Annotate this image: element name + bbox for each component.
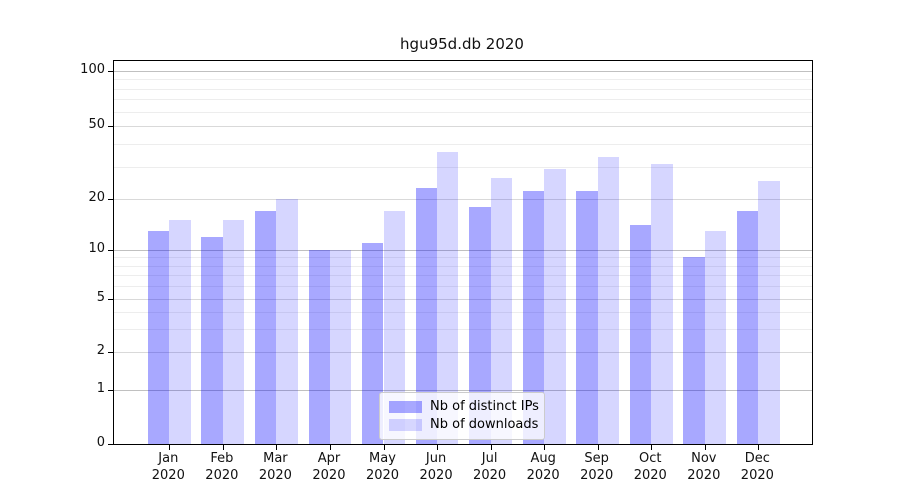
gridline-minor	[114, 286, 812, 288]
gridline	[114, 126, 812, 127]
gridline-minor	[114, 311, 812, 313]
bar-sep-downloads	[597, 156, 620, 444]
x-tick-label: Jan 2020	[151, 451, 185, 483]
bar-mar-ips	[255, 210, 277, 444]
bar-feb-downloads	[222, 220, 245, 444]
bar-jul-downloads	[490, 178, 512, 444]
gridline-minor	[114, 99, 812, 101]
legend-label-downloads: Nb of downloads	[430, 417, 539, 432]
y-tick-label: 1	[96, 381, 105, 396]
x-tick-label: Dec 2020	[740, 451, 774, 483]
y-tick-mark	[108, 199, 113, 200]
bar-nov-downloads	[704, 230, 727, 444]
x-tick-label: Nov 2020	[687, 451, 721, 483]
bar-mar-downloads	[276, 199, 298, 444]
x-tick-mark	[383, 445, 385, 450]
bar-jul-ips	[469, 206, 491, 444]
x-tick-label: May 2020	[365, 451, 400, 483]
x-tick-label: Mar 2020	[258, 451, 292, 483]
y-tick-label: 10	[88, 241, 105, 256]
gridline	[114, 352, 812, 353]
gridline-minor	[114, 88, 812, 90]
gridline	[114, 199, 812, 200]
x-tick-label: Sep 2020	[580, 451, 614, 483]
bar-oct-ips	[629, 225, 652, 444]
gridline-minor	[114, 275, 812, 277]
y-tick-mark	[108, 352, 113, 353]
gridline-minor	[114, 265, 812, 267]
bar-dec-ips	[736, 210, 759, 444]
y-tick-mark	[108, 126, 113, 127]
x-tick-label: Apr 2020	[312, 451, 346, 483]
y-tick-label: 5	[96, 290, 105, 305]
plot-area: Nb of distinct IPs Nb of downloads	[108, 60, 813, 450]
x-tick-mark	[651, 445, 653, 450]
bar-may-downloads	[383, 210, 405, 444]
x-tick-mark	[437, 445, 439, 450]
bar-apr-downloads	[329, 250, 352, 444]
legend-swatch-distinct-ips	[389, 401, 422, 413]
x-tick-label: Jul 2020	[473, 451, 507, 483]
legend-item-distinct-ips: Nb of distinct IPs	[389, 398, 539, 416]
x-tick-mark	[544, 445, 546, 450]
gridline-major	[114, 250, 812, 251]
bar-aug-ips	[522, 191, 545, 444]
gridline-major	[114, 390, 812, 391]
bar-nov-ips	[683, 257, 705, 444]
bar-aug-downloads	[544, 169, 566, 444]
x-tick-mark	[704, 445, 706, 450]
legend: Nb of distinct IPs Nb of downloads	[379, 392, 545, 440]
gridline-minor	[114, 166, 812, 168]
y-tick-label: 50	[88, 117, 105, 132]
bar-sep-ips	[576, 191, 598, 444]
y-tick-label: 2	[96, 343, 105, 358]
x-tick-mark	[758, 445, 760, 450]
y-tick-mark	[108, 71, 113, 72]
y-tick-label: 100	[80, 62, 105, 77]
gridline-minor	[114, 143, 812, 145]
x-tick-mark	[169, 445, 171, 450]
x-tick-mark	[490, 445, 492, 450]
bar-may-ips	[362, 243, 384, 444]
x-tick-label: Aug 2020	[526, 451, 560, 483]
gridline-major	[114, 71, 812, 72]
gridline-minor	[114, 111, 812, 113]
gridline-minor	[114, 328, 812, 330]
gridline-minor	[114, 79, 812, 81]
bar-jun-ips	[415, 187, 438, 444]
x-tick-label: Jun 2020	[419, 451, 453, 483]
bar-jun-downloads	[437, 152, 459, 444]
bar-jan-downloads	[169, 220, 191, 444]
gridline	[114, 299, 812, 300]
y-tick-mark	[108, 390, 113, 391]
x-tick-label: Oct 2020	[633, 451, 667, 483]
legend-label-distinct-ips: Nb of distinct IPs	[430, 399, 539, 414]
y-tick-label: 0	[96, 435, 105, 450]
bar-feb-ips	[201, 236, 223, 444]
bar-apr-ips	[308, 250, 330, 444]
x-tick-label: Feb 2020	[205, 451, 239, 483]
y-tick-mark	[108, 444, 113, 445]
bar-jan-ips	[147, 230, 170, 444]
x-tick-mark	[597, 445, 599, 450]
y-tick-mark	[108, 250, 113, 251]
bar-oct-downloads	[651, 164, 673, 444]
y-tick-mark	[108, 299, 113, 300]
y-tick-label: 20	[88, 190, 105, 205]
chart-title: hgu95d.db 2020	[400, 35, 524, 53]
x-tick-mark	[329, 445, 331, 450]
legend-item-downloads: Nb of downloads	[389, 416, 539, 434]
gridline-minor	[114, 257, 812, 259]
x-tick-mark	[276, 445, 278, 450]
bar-dec-downloads	[758, 181, 780, 444]
x-tick-mark	[222, 445, 224, 450]
legend-swatch-downloads	[389, 419, 422, 431]
